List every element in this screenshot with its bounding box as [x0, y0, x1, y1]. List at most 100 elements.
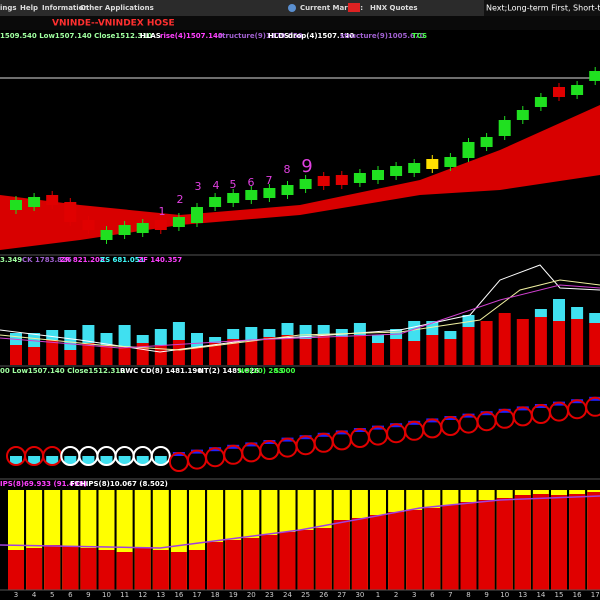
date-label: 9	[86, 591, 90, 599]
date-label: 13	[156, 591, 165, 599]
count-label: 1	[159, 205, 166, 218]
red-bar	[118, 347, 131, 365]
cyan-bar	[154, 329, 167, 345]
candle	[390, 166, 403, 176]
cyan-bar	[353, 323, 366, 335]
info-text: structure(9)1005.670	[340, 32, 425, 40]
info-text: TCS	[412, 32, 427, 40]
date-label: 27	[337, 591, 346, 599]
current-market[interactable]: Current Market:	[300, 4, 363, 12]
candle	[227, 193, 240, 203]
date-label: 23	[265, 591, 274, 599]
red-bar	[532, 494, 549, 590]
ticker-box	[484, 0, 600, 16]
cyan-bar	[571, 307, 584, 319]
red-bar	[279, 532, 296, 590]
date-label: 11	[120, 591, 129, 599]
white-circle	[150, 446, 171, 466]
cyan-bar	[28, 333, 41, 347]
candle	[317, 176, 330, 186]
red-bar	[460, 502, 477, 590]
red-bar	[297, 530, 314, 590]
red-bar	[191, 347, 203, 365]
date-label: 8	[466, 591, 470, 599]
cyan-bar	[136, 456, 149, 464]
red-bar	[116, 552, 133, 590]
red-circle	[585, 396, 600, 417]
candle	[209, 197, 222, 207]
red-bar	[496, 498, 513, 590]
menu-item[interactable]: Other Applications	[80, 4, 154, 12]
cyan-bar	[589, 313, 600, 323]
cyan-bar	[553, 299, 565, 321]
info-text: rise(4)1507.140	[160, 32, 223, 40]
menu-item[interactable]: ings	[0, 4, 17, 12]
cyan-bar	[136, 335, 149, 343]
cyan-bar	[118, 456, 131, 464]
cyan-bar	[317, 325, 330, 335]
count-label: 5	[230, 178, 237, 191]
red-bar	[82, 343, 95, 365]
candle	[64, 202, 77, 222]
cyan-bar	[82, 456, 95, 464]
cyan-bar	[100, 456, 113, 464]
red-bar	[281, 335, 294, 365]
cyan-bar	[299, 325, 312, 339]
cyan-bar	[534, 309, 547, 317]
red-bar	[408, 341, 421, 365]
line-magenta	[0, 284, 600, 349]
count-label: 4	[213, 179, 220, 192]
candle	[172, 217, 185, 227]
flag-icon	[348, 3, 360, 12]
menu-item[interactable]: Information	[42, 4, 88, 12]
cyan-bar	[46, 456, 59, 464]
red-bar	[424, 508, 441, 590]
candle	[136, 223, 149, 233]
red-bar	[390, 339, 403, 365]
info-text: HLDS	[268, 32, 289, 40]
date-label: 30	[355, 591, 364, 599]
cyan-bar	[263, 329, 276, 337]
symbol-title: VNINDE--VNINDEX HOSE	[52, 19, 175, 29]
quotes[interactable]: HNX Quotes	[370, 4, 418, 12]
red-bar	[587, 492, 600, 590]
date-label: 3	[14, 591, 18, 599]
info-text: drop(4)1507.140	[288, 32, 354, 40]
red-bar	[8, 550, 24, 590]
cyan-bar	[462, 315, 475, 327]
info-text: 00 Low1507.140 Close1512.310	[0, 367, 125, 375]
info-text: 1509.540 Low1507.140 Close1512.310	[0, 32, 152, 40]
candle	[335, 175, 348, 185]
info-text: structure(9)1379.050	[218, 32, 303, 40]
cyan-bar	[118, 325, 131, 347]
red-bar	[46, 340, 59, 365]
red-bar	[26, 548, 43, 590]
count-label: 7	[266, 174, 273, 187]
candle	[263, 188, 276, 198]
red-bar	[134, 548, 151, 590]
candle	[589, 71, 600, 81]
candle	[534, 97, 547, 107]
cyan-bar	[154, 456, 167, 464]
red-bar	[426, 335, 439, 365]
red-bar	[315, 528, 332, 590]
date-label: 2	[394, 591, 398, 599]
date-label: 13	[518, 591, 527, 599]
red-bar	[10, 345, 22, 365]
cyan-bar	[191, 333, 203, 347]
red-bar	[207, 542, 224, 590]
count-label: 6	[248, 176, 255, 189]
info-text: ZR 821.208	[60, 256, 105, 264]
date-label: 14	[536, 591, 545, 599]
candle	[245, 190, 258, 200]
date-label: 12	[138, 591, 147, 599]
title-bar	[0, 16, 600, 30]
red-bar	[480, 321, 493, 365]
red-bar	[498, 313, 511, 365]
menu-item[interactable]: Help	[20, 4, 38, 12]
candle	[10, 200, 22, 210]
red-bar	[406, 510, 423, 590]
ticker: Next;Long-term First, Short-term Next	[486, 4, 600, 13]
date-label: 17	[193, 591, 202, 599]
